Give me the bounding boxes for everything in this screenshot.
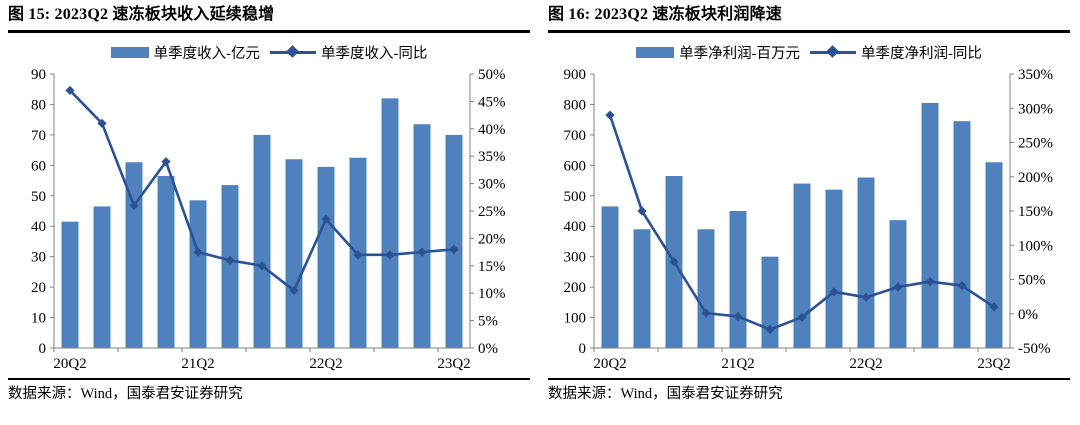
- legend-bar-label: 单季净利润-百万元: [679, 45, 800, 62]
- svg-text:50%: 50%: [478, 67, 506, 83]
- svg-text:300: 300: [564, 250, 587, 266]
- legend-item-line-series: 单季度净利润-同比: [810, 42, 982, 63]
- svg-text:800: 800: [564, 97, 587, 113]
- svg-text:60: 60: [31, 158, 46, 174]
- svg-text:30: 30: [31, 250, 46, 266]
- svg-text:21Q2: 21Q2: [181, 356, 214, 372]
- svg-text:500: 500: [564, 189, 587, 205]
- svg-text:900: 900: [564, 67, 587, 83]
- line-diamond-swatch-icon: [270, 45, 316, 58]
- legend-line-label: 单季度收入-同比: [321, 45, 428, 62]
- title-divider: [548, 30, 1070, 33]
- figure-16-source: 数据来源：Wind，国泰君安证券研究: [548, 386, 783, 402]
- figure-15-source: 数据来源：Wind，国泰君安证券研究: [8, 386, 243, 402]
- figure-15-panel: 图 15: 2023Q2 速冻板块收入延续稳增 单季度收入-亿元 单季度收入-同…: [0, 0, 540, 404]
- legend-item-bar-series: 单季度收入-亿元: [110, 42, 260, 63]
- figure-16-legend: 单季净利润-百万元 单季度净利润-同比: [548, 42, 1070, 62]
- svg-text:22Q2: 22Q2: [309, 356, 342, 372]
- svg-text:5%: 5%: [478, 314, 498, 330]
- svg-text:40: 40: [31, 219, 46, 235]
- svg-text:23Q2: 23Q2: [437, 356, 470, 372]
- svg-text:400: 400: [564, 219, 587, 235]
- bar-swatch-icon: [636, 46, 675, 58]
- svg-text:22Q2: 22Q2: [849, 356, 882, 372]
- svg-text:700: 700: [564, 128, 587, 144]
- figure-16-chart-canvas: 0 100 200 300 400 500 600 700 800 900 -50% 0% 50% 100…: [564, 67, 1054, 372]
- legend-line-label: 单季度净利润-同比: [861, 45, 982, 62]
- svg-text:0: 0: [579, 341, 587, 357]
- svg-text:23Q2: 23Q2: [977, 356, 1010, 372]
- svg-text:50%: 50%: [1018, 273, 1046, 289]
- svg-text:15%: 15%: [478, 259, 506, 275]
- svg-text:20Q2: 20Q2: [593, 356, 626, 372]
- figure-15-chart-canvas: 0 10 20 30 40 50 60 70 80 90 0% 5% 10% 15% 20% 25% 30% 35…: [31, 67, 506, 372]
- svg-text:20Q2: 20Q2: [53, 356, 86, 372]
- svg-text:20%: 20%: [478, 231, 506, 247]
- title-divider: [8, 30, 530, 33]
- svg-text:600: 600: [564, 158, 587, 174]
- svg-text:350%: 350%: [1018, 67, 1053, 83]
- source-divider: [548, 378, 1070, 380]
- svg-text:10: 10: [31, 311, 46, 327]
- svg-text:10%: 10%: [478, 286, 506, 302]
- svg-text:100%: 100%: [1018, 238, 1053, 254]
- svg-text:250%: 250%: [1018, 136, 1053, 152]
- svg-text:80: 80: [31, 97, 46, 113]
- svg-text:0: 0: [39, 341, 47, 357]
- legend-bar-label: 单季度收入-亿元: [153, 45, 260, 62]
- figure-16-panel: 图 16: 2023Q2 速冻板块利润降速 单季净利润-百万元 单季度净利润-同…: [540, 0, 1080, 404]
- svg-text:50: 50: [31, 189, 46, 205]
- svg-text:70: 70: [31, 128, 46, 144]
- svg-text:0%: 0%: [478, 341, 498, 357]
- line-diamond-swatch-icon: [810, 45, 856, 58]
- svg-text:90: 90: [31, 67, 46, 83]
- svg-text:300%: 300%: [1018, 101, 1053, 117]
- source-divider: [8, 378, 530, 380]
- svg-text:25%: 25%: [478, 204, 506, 220]
- svg-text:-50%: -50%: [1018, 341, 1051, 357]
- svg-text:45%: 45%: [478, 94, 506, 110]
- svg-text:20: 20: [31, 280, 46, 296]
- figure-15-title: 图 15: 2023Q2 速冻板块收入延续稳增: [8, 6, 275, 23]
- legend-item-line-series: 单季度收入-同比: [270, 42, 427, 63]
- svg-text:150%: 150%: [1018, 204, 1053, 220]
- svg-text:35%: 35%: [478, 149, 506, 165]
- legend-item-bar-series: 单季净利润-百万元: [636, 42, 800, 63]
- svg-text:40%: 40%: [478, 122, 506, 138]
- svg-text:21Q2: 21Q2: [721, 356, 754, 372]
- svg-text:30%: 30%: [478, 177, 506, 193]
- svg-text:200%: 200%: [1018, 170, 1053, 186]
- svg-text:0%: 0%: [1018, 307, 1038, 323]
- report-figures-row: 图 15: 2023Q2 速冻板块收入延续稳增 单季度收入-亿元 单季度收入-同…: [0, 0, 1080, 404]
- figure-16-title: 图 16: 2023Q2 速冻板块利润降速: [548, 6, 782, 23]
- svg-text:100: 100: [564, 311, 587, 327]
- figure-15-legend: 单季度收入-亿元 单季度收入-同比: [8, 42, 530, 62]
- svg-text:200: 200: [564, 280, 587, 296]
- bar-swatch-icon: [110, 46, 149, 58]
